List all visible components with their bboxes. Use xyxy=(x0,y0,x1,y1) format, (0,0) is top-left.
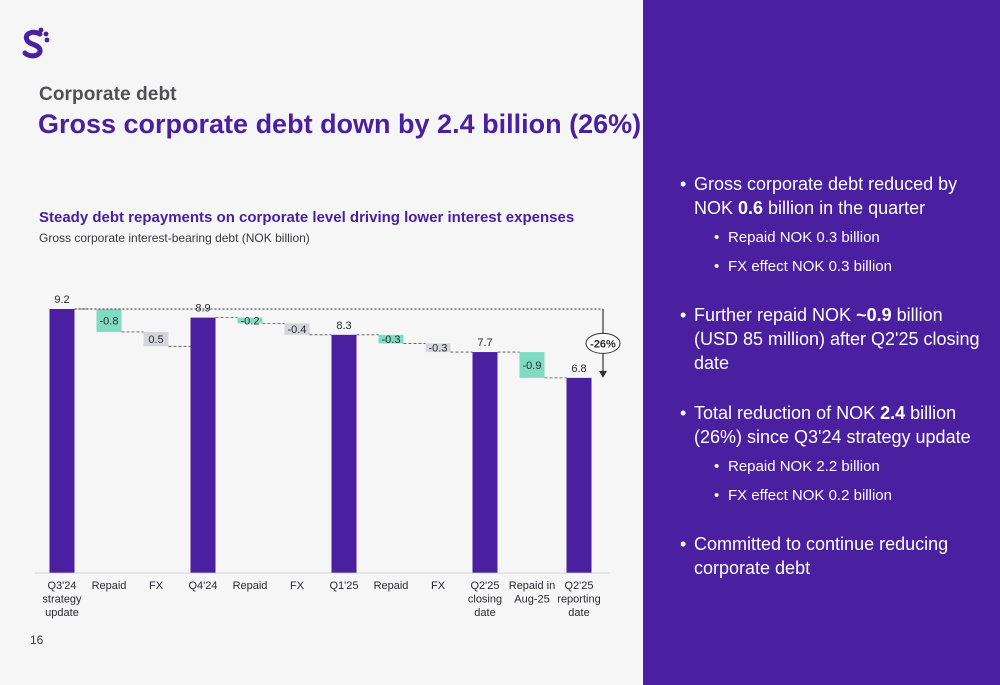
data-label: -0.2 xyxy=(241,315,260,327)
content-panel: Corporate debt Gross corporate debt down… xyxy=(22,27,642,647)
sub-bullet-item: FX effect NOK 0.3 billion xyxy=(680,257,985,277)
bar-repaid xyxy=(96,309,122,332)
data-label: 6.8 xyxy=(571,363,586,375)
category-label: FX xyxy=(431,580,446,592)
bar-fx xyxy=(425,343,451,353)
bar-repaid xyxy=(237,317,263,324)
category-label: FX xyxy=(149,580,164,592)
category-label: Q2'25 xyxy=(564,580,593,592)
arrow-head-icon xyxy=(599,370,607,378)
data-label: 7.7 xyxy=(477,337,492,349)
category-label: closing xyxy=(468,594,502,606)
category-label: Q3'24 xyxy=(47,580,76,592)
reduction-badge xyxy=(585,332,621,354)
data-label: -0.4 xyxy=(288,324,307,336)
chart-subtitle: Gross corporate interest-bearing debt (N… xyxy=(39,231,310,245)
category-label: Q1'25 xyxy=(329,580,358,592)
bullet-group: Total reduction of NOK 2.4 billion (26%)… xyxy=(680,401,985,506)
waterfall-chart: 9.2Q3'24strategyupdate-0.8Repaid0.5FX8.9… xyxy=(35,294,621,619)
category-label: Q4'24 xyxy=(188,580,217,592)
bar-total xyxy=(190,317,216,573)
category-label: FX xyxy=(290,580,305,592)
data-label: -0.8 xyxy=(100,315,119,327)
bullet-group: Gross corporate debt reduced by NOK 0.6 … xyxy=(680,172,985,277)
brand-logo-icon xyxy=(22,27,50,59)
category-label: Repaid xyxy=(92,580,127,592)
sub-bullet-item: Repaid NOK 2.2 billion xyxy=(680,457,985,477)
bullet-item: Committed to continue reducing corporate… xyxy=(680,532,985,580)
bar-repaid xyxy=(519,352,545,378)
data-label: -0.3 xyxy=(429,343,448,355)
category-label: Q2'25 xyxy=(470,580,499,592)
category-label: Repaid xyxy=(233,580,268,592)
bullet-item: Total reduction of NOK 2.4 billion (26%)… xyxy=(680,401,985,449)
bullet-item: Further repaid NOK ~0.9 billion (USD 85 … xyxy=(680,303,985,375)
bullet-panel: Gross corporate debt reduced by NOK 0.6 … xyxy=(643,0,1000,685)
bar-total xyxy=(331,334,357,573)
data-label: 0.5 xyxy=(148,334,163,346)
category-label: Repaid xyxy=(374,580,409,592)
sub-bullet-item: Repaid NOK 0.3 billion xyxy=(680,228,985,248)
bar-total xyxy=(49,309,75,573)
page-number: 16 xyxy=(30,633,44,647)
bar-fx xyxy=(284,323,310,335)
bar-total xyxy=(472,352,498,573)
bar-total xyxy=(566,377,592,573)
data-label: 8.3 xyxy=(336,320,351,332)
category-label: Aug-25 xyxy=(514,594,549,606)
sub-bullet-item: FX effect NOK 0.2 billion xyxy=(680,486,985,506)
data-label: -0.9 xyxy=(523,360,542,372)
chart-title: Steady debt repayments on corporate leve… xyxy=(39,209,575,226)
category-label: update xyxy=(45,607,79,619)
category-label: strategy xyxy=(42,594,82,606)
section-kicker: Corporate debt xyxy=(39,84,177,105)
data-label: 9.2 xyxy=(54,294,69,306)
bar-fx xyxy=(143,331,169,347)
category-label: date xyxy=(568,607,589,619)
category-label: date xyxy=(474,607,495,619)
category-label: reporting xyxy=(557,594,600,606)
page-title: Gross corporate debt down by 2.4 billion… xyxy=(38,109,642,139)
bullet-list: Gross corporate debt reduced by NOK 0.6 … xyxy=(680,172,985,606)
data-label: -0.3 xyxy=(382,334,401,346)
bullet-item: Gross corporate debt reduced by NOK 0.6 … xyxy=(680,172,985,220)
bullet-group: Committed to continue reducing corporate… xyxy=(680,532,985,580)
category-label: Repaid in xyxy=(509,580,555,592)
bar-repaid xyxy=(378,334,404,344)
bullet-group: Further repaid NOK ~0.9 billion (USD 85 … xyxy=(680,303,985,375)
reduction-label: -26% xyxy=(590,338,616,350)
